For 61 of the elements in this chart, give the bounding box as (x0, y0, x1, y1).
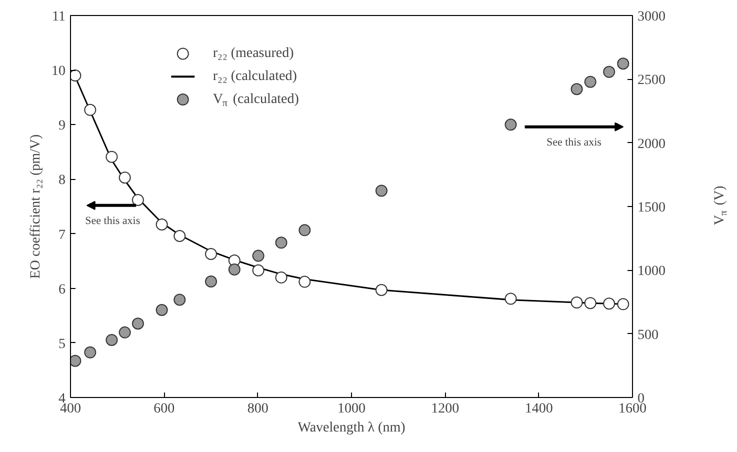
legend-label: r₂₂ (calculated) (212, 69, 298, 84)
y-tick-label: 6 (58, 282, 66, 298)
point (375, 184, 388, 197)
x-tick-label: 800 (247, 402, 268, 416)
point (252, 250, 264, 262)
legend-label: r₂₂ (measured) (212, 46, 294, 62)
point (84, 104, 96, 116)
point (174, 294, 186, 306)
y-tick-label: 9 (58, 118, 66, 134)
point (84, 346, 96, 358)
y2-tick-label: 3000 (638, 10, 666, 24)
y2-tick-label: 1000 (638, 264, 666, 280)
point (174, 230, 186, 242)
point (298, 224, 311, 236)
point (603, 298, 616, 310)
point (504, 118, 517, 131)
point (375, 284, 388, 296)
y2-tick-label: 2500 (638, 73, 666, 88)
x-tick-label: 1000 (338, 402, 366, 416)
point (275, 271, 288, 284)
point (570, 296, 583, 309)
point (156, 218, 168, 230)
y-axis-title: EO coefficient r₂₂ (pm/V) (28, 134, 44, 279)
point (132, 318, 144, 330)
y-tick-label: 8 (58, 173, 66, 188)
point (205, 276, 217, 288)
point (205, 248, 217, 260)
y2-tick-label: 1500 (638, 200, 666, 216)
y-tick-label: 11 (52, 10, 66, 24)
x-tick-label: 400 (60, 402, 81, 416)
x-tick-label: 1200 (431, 402, 460, 416)
annotation: See this axis (85, 215, 140, 228)
point (118, 326, 131, 338)
point (603, 66, 616, 78)
point (118, 172, 131, 184)
point (617, 58, 630, 70)
annotation: See this axis (546, 136, 602, 149)
x-tick-label: 1400 (524, 402, 553, 416)
point (617, 298, 630, 310)
point (156, 304, 168, 316)
point (504, 292, 517, 305)
point (106, 150, 118, 163)
point (70, 70, 82, 82)
y-tick-label: 10 (52, 64, 66, 80)
point (70, 354, 82, 367)
point (228, 264, 240, 276)
x-tick-label: 600 (154, 402, 175, 416)
point (570, 83, 583, 96)
point (584, 297, 596, 310)
y2-axis-title: Vπ (V) (712, 185, 730, 226)
point (275, 236, 288, 249)
point (106, 334, 118, 346)
point (584, 76, 596, 88)
x-axis-title: Wavelength λ (nm) (298, 420, 406, 436)
point (132, 194, 144, 206)
point (298, 276, 311, 288)
y2-tick-label: 500 (638, 328, 658, 343)
y-tick-label: 7 (58, 228, 66, 243)
y2-tick-label: 2000 (638, 136, 666, 152)
y-tick-label: 5 (58, 336, 66, 352)
point (252, 264, 264, 276)
